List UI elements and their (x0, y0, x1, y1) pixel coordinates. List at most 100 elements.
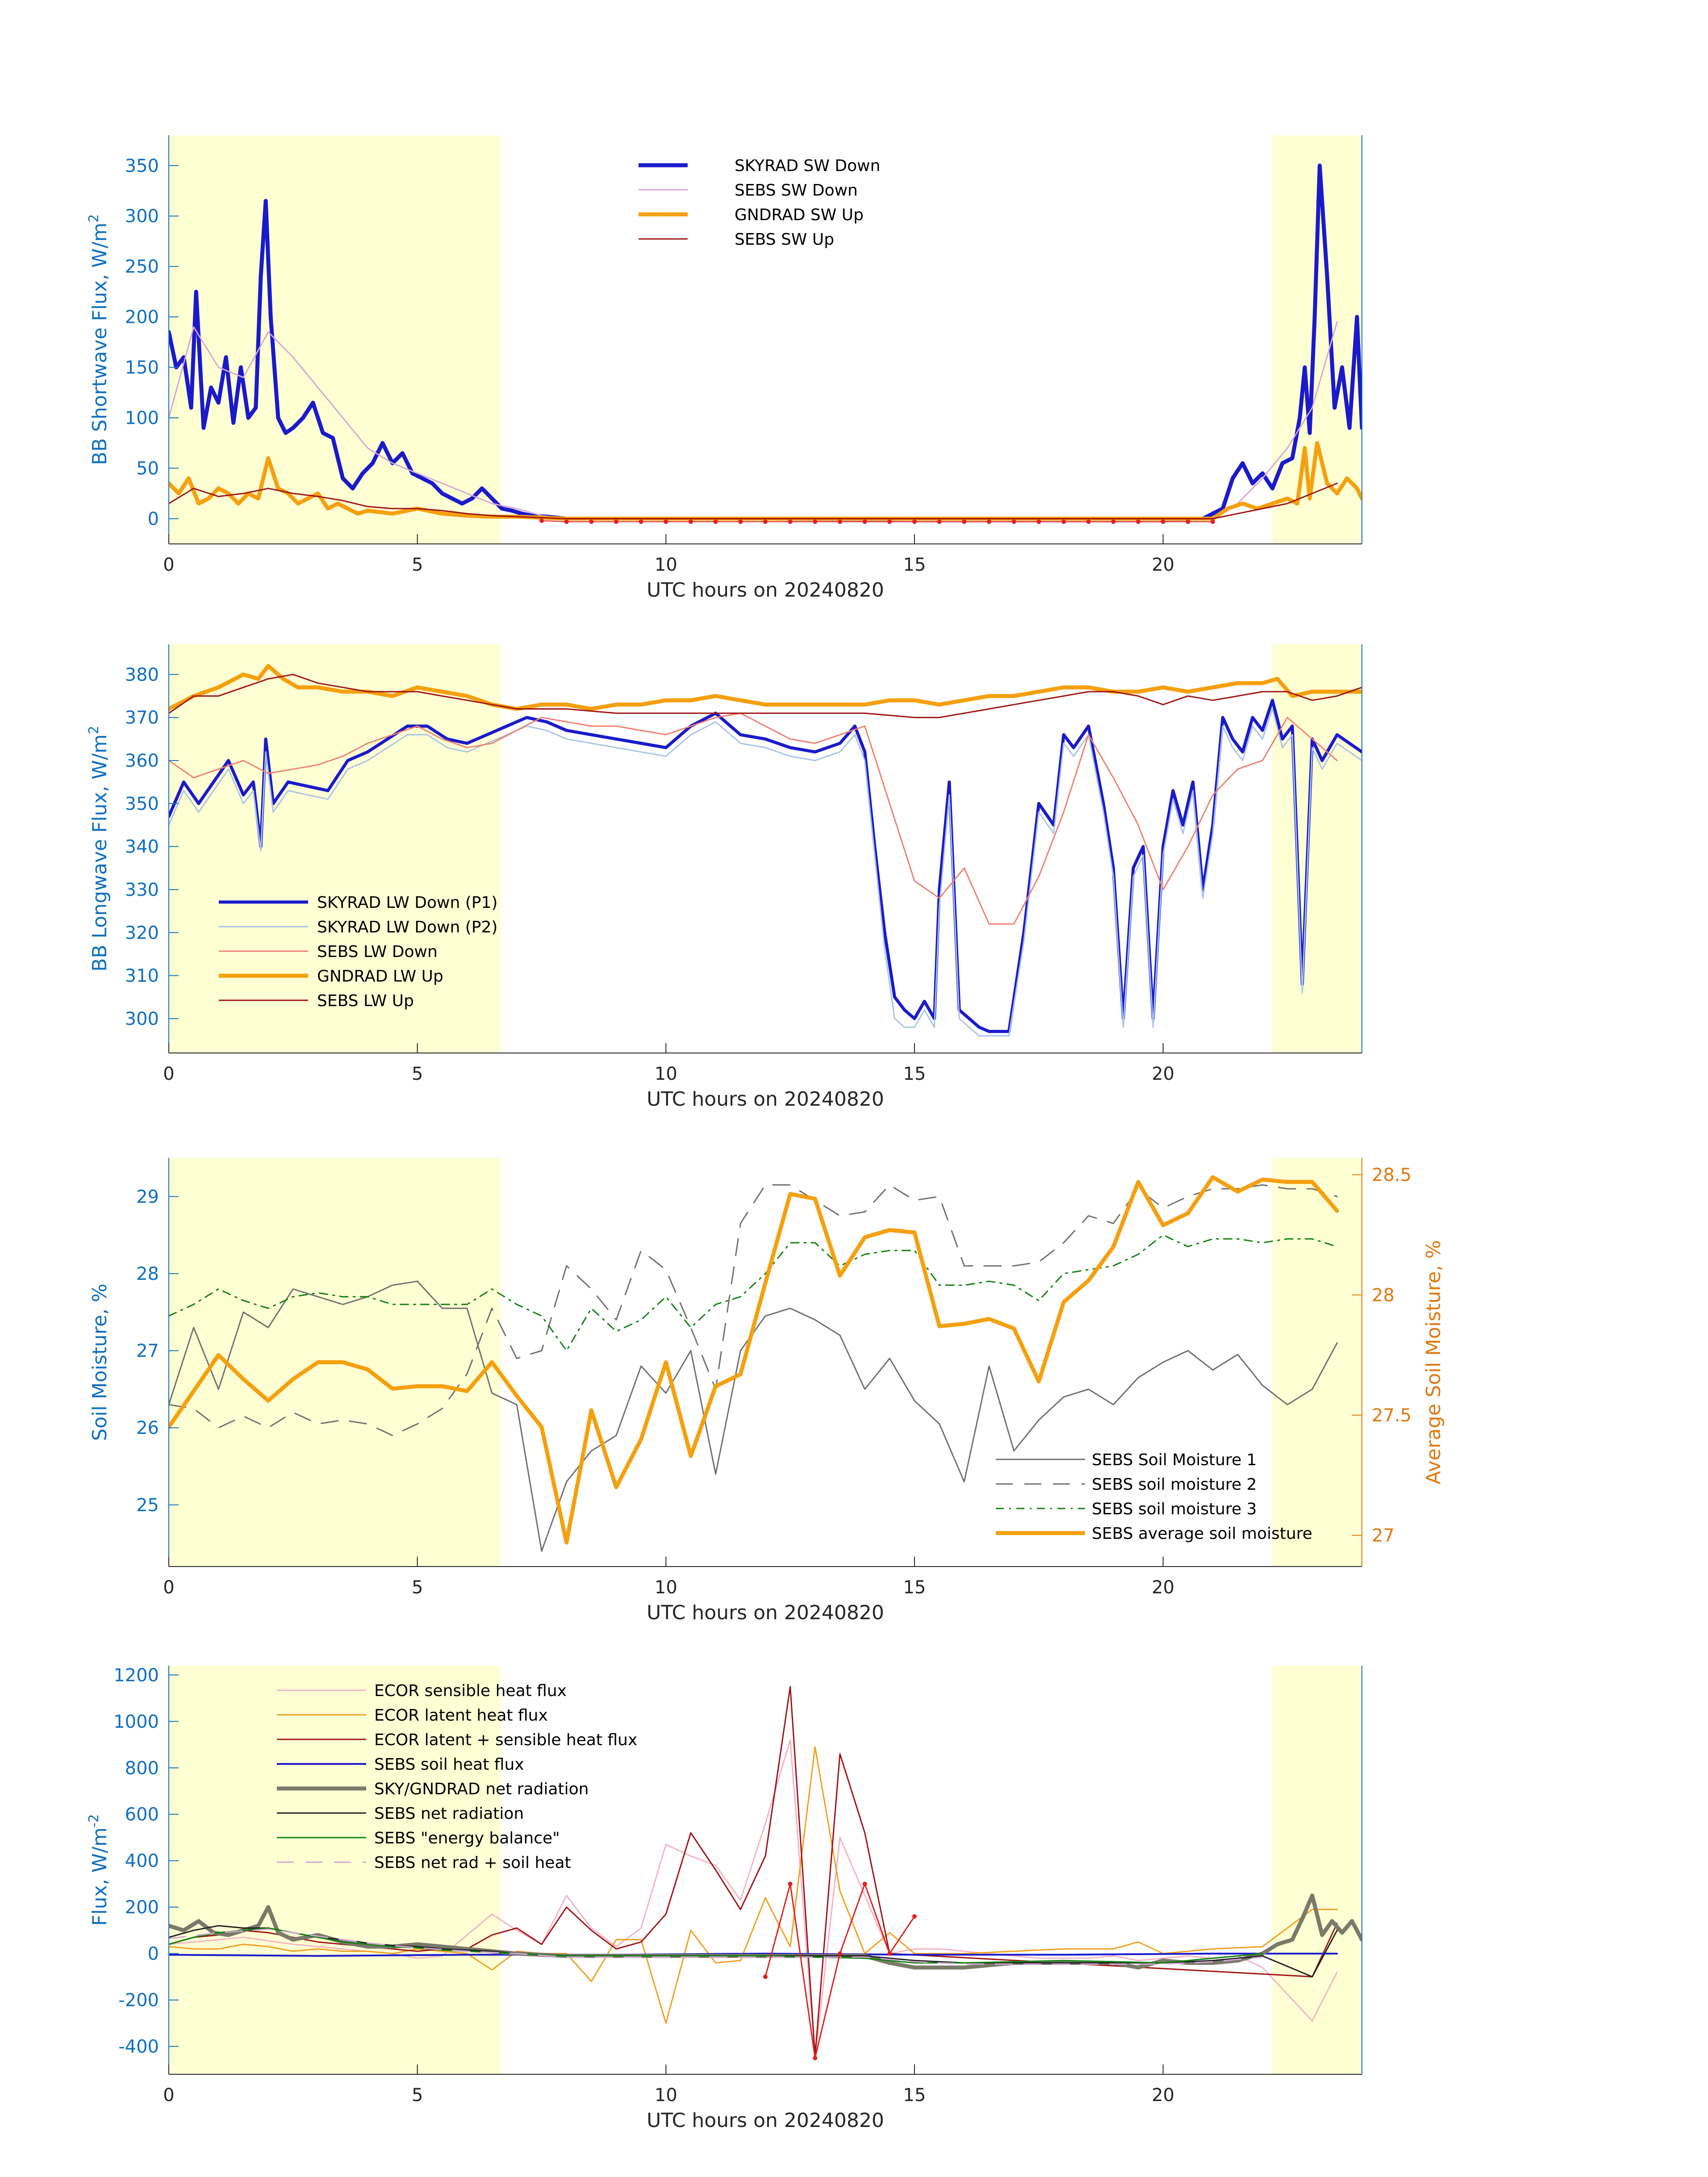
legend-entry: ECOR sensible heat flux (374, 1682, 567, 1700)
y-axis-label-text: BB Longwave Flux, W/m (88, 734, 111, 972)
series-line-sebs-average-soil-moisture (169, 1175, 1339, 1545)
x-tick-label: 15 (903, 1577, 926, 1598)
x-tick-label: 20 (1152, 1064, 1174, 1084)
right-y-tick-label: 27 (1372, 1525, 1395, 1546)
series-line-gndrad-sw-up (169, 441, 1362, 521)
y-tick-label: 50 (136, 459, 159, 479)
data-point-marker (1011, 519, 1016, 524)
data-point-marker (763, 519, 768, 524)
data-point-marker (1161, 519, 1165, 524)
x-tick-label: 20 (1152, 1577, 1174, 1598)
series-line-sebs-lw-up (169, 673, 1362, 719)
data-point-marker (838, 519, 842, 524)
x-tick-label: 0 (163, 2085, 174, 2106)
legend-entry: SEBS "energy balance" (374, 1829, 560, 1847)
y-tick-label: 25 (136, 1495, 159, 1516)
x-tick-label: 0 (163, 555, 174, 575)
data-point-marker (912, 1914, 917, 1919)
x-tick-label: 5 (412, 1577, 423, 1598)
data-point-marker (912, 519, 917, 524)
y-axis-label-text: Flux, W/m (88, 1827, 111, 1926)
y-tick-label: 800 (125, 1758, 159, 1779)
y-tick-label: 200 (125, 1897, 159, 1918)
legend-entry: GNDRAD SW Up (735, 206, 864, 224)
legend-entry: SEBS average soil moisture (1092, 1525, 1312, 1543)
data-point-marker (1086, 519, 1091, 524)
y-tick-label: 300 (125, 206, 159, 227)
data-point-marker (1061, 519, 1066, 524)
data-point-marker (689, 519, 693, 524)
x-tick-label: 10 (655, 1577, 677, 1598)
legend-entry: SEBS net radiation (374, 1805, 524, 1823)
legend-entry: GNDRAD LW Up (317, 967, 443, 986)
series-line-skyrad-lw-down-p1 (169, 698, 1362, 1033)
y-tick-label: 100 (125, 408, 159, 429)
x-tick-label: 15 (903, 2085, 926, 2106)
series-group (169, 664, 1362, 1036)
data-point-marker (838, 1951, 842, 1956)
x-tick-label: 5 (412, 2085, 423, 2106)
data-point-marker (738, 519, 743, 524)
data-point-marker (1036, 519, 1041, 524)
y-tick-label: 27 (136, 1341, 159, 1362)
x-tick-label: 5 (412, 555, 423, 575)
y-tick-label: -400 (118, 2037, 159, 2057)
y-tick-label: 370 (125, 708, 159, 728)
data-point-marker (1186, 519, 1190, 524)
legend-entry: SKYRAD LW Down (P2) (317, 918, 497, 936)
y-tick-label: 300 (125, 1009, 159, 1029)
y-tick-label: 360 (125, 751, 159, 771)
x-tick-label: 20 (1152, 2085, 1174, 2106)
series-group (169, 163, 1362, 524)
y-tick-label: 0 (148, 1944, 159, 1964)
y-tick-label: 0 (148, 509, 159, 530)
y-tick-label: 400 (125, 1851, 159, 1872)
data-point-marker (813, 2056, 818, 2060)
night-shading-band (1272, 1666, 1362, 2074)
y-axis-label-text: BB Shortwave Flux, W/m (88, 222, 111, 465)
series-line-gndrad-lw-up (169, 664, 1362, 711)
right-y-tick-label: 28 (1372, 1285, 1395, 1306)
series-group (169, 1686, 1362, 2060)
y-axis-label: BB Longwave Flux, W/m2 (86, 726, 111, 972)
right-y-axis-label: Average Soil Moisture, % (1422, 1240, 1445, 1484)
data-point-marker (763, 1974, 768, 1979)
soil-moisture-panel: 0 5 10 15 20 UTC hours on 20240820 25 26 27 28 29 2… (88, 1158, 1445, 1624)
data-point-marker (937, 519, 942, 524)
y-tick-label: 330 (125, 880, 159, 900)
y-tick-label: 380 (125, 664, 159, 685)
right-y-tick-label: 27.5 (1372, 1405, 1412, 1426)
y-tick-label: 320 (125, 923, 159, 943)
data-point-marker (788, 519, 793, 524)
data-point-marker (664, 519, 668, 524)
data-point-marker (862, 519, 867, 524)
energy-flux-panel: 0 5 10 15 20 UTC hours on 20240820 -400 -200 0 20… (86, 1665, 1362, 2132)
y-axis-label-superscript: 2 (86, 214, 102, 222)
night-shading-band (1272, 1158, 1362, 1567)
shortwave-flux-panel: 0 5 10 15 20 UTC hours on 20240820 0 50 100 150 20… (86, 135, 1362, 602)
x-axis-label: UTC hours on 20240820 (647, 1088, 884, 1111)
y-tick-label: 600 (125, 1805, 159, 1825)
legend-entry: SEBS SW Up (735, 230, 834, 249)
legend-entry: SKYRAD LW Down (P1) (317, 894, 497, 912)
legend-entry: SEBS soil moisture 3 (1092, 1500, 1257, 1518)
data-point-marker (1211, 519, 1215, 524)
y-tick-label: 150 (125, 358, 159, 378)
x-tick-label: 0 (163, 1577, 174, 1598)
legend-entry: SEBS soil heat flux (374, 1755, 524, 1774)
legend-entry: SKYRAD SW Down (735, 157, 880, 175)
y-tick-label: 1000 (113, 1712, 159, 1732)
y-axis-label: BB Shortwave Flux, W/m2 (86, 214, 111, 465)
x-tick-label: 15 (903, 555, 926, 575)
series-line-sebs-sw-up (169, 482, 1338, 519)
y-tick-label: 350 (125, 156, 159, 176)
longwave-flux-panel: 0 5 10 15 20 UTC hours on 20240820 300 310 320 33… (86, 644, 1362, 1111)
right-y-tick-label: 28.5 (1372, 1165, 1412, 1186)
legend-entry: SKY/GNDRAD net radiation (374, 1780, 589, 1798)
legend-entry: SEBS net rad + soil heat (374, 1854, 571, 1872)
night-shading-band (169, 1666, 501, 2074)
legend-entry: SEBS SW Down (735, 181, 858, 200)
legend-entry: ECOR latent heat flux (374, 1706, 548, 1725)
series-line-skyrad-sw-down (169, 163, 1362, 521)
